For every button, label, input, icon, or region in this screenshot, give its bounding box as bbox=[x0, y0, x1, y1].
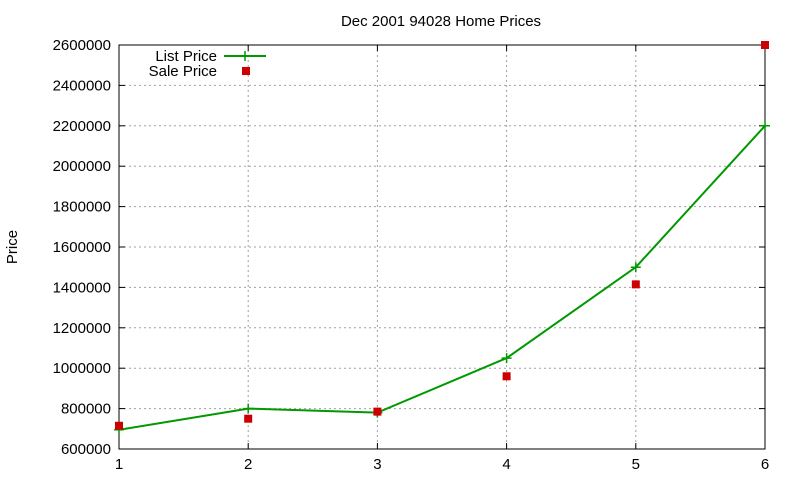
list-price-point bbox=[630, 262, 641, 273]
list-price-point bbox=[501, 353, 512, 364]
y-tick-label: 1200000 bbox=[53, 320, 111, 337]
chart-title: Dec 2001 94028 Home Prices bbox=[341, 13, 541, 30]
x-tick-label: 2 bbox=[244, 456, 252, 473]
y-tick-label: 2200000 bbox=[53, 118, 111, 135]
y-tick-label: 2000000 bbox=[53, 158, 111, 175]
list-price-point bbox=[760, 120, 770, 131]
y-tick-label: 2400000 bbox=[53, 77, 111, 94]
x-tick-label: 3 bbox=[373, 456, 381, 473]
list-price-point bbox=[243, 403, 254, 414]
sale-price-point bbox=[373, 407, 382, 416]
list-price-line bbox=[118, 125, 766, 431]
x-tick-label: 6 bbox=[761, 456, 769, 473]
grid bbox=[119, 45, 765, 449]
legend-label-sale-price: Sale Price bbox=[149, 63, 217, 80]
x-tick-label: 4 bbox=[502, 456, 510, 473]
axis-ticks: 600000 800000 1000000 1200000 1400000 1600000… bbox=[53, 37, 770, 473]
legend: List Price Sale Price bbox=[149, 48, 266, 80]
y-tick-label: 1600000 bbox=[53, 239, 111, 256]
sale-price-point bbox=[502, 372, 511, 381]
y-tick-label: 800000 bbox=[61, 401, 111, 418]
legend-label-list-price: List Price bbox=[155, 48, 217, 65]
x-tick-label: 1 bbox=[115, 456, 123, 473]
y-tick-label: 1800000 bbox=[53, 199, 111, 216]
sale-price-point bbox=[761, 41, 769, 49]
y-tick-label: 2600000 bbox=[53, 37, 111, 54]
sale-price-point bbox=[631, 280, 640, 289]
x-tick-label: 5 bbox=[632, 456, 640, 473]
sale-price-point bbox=[115, 421, 123, 430]
y-tick-label: 1000000 bbox=[53, 360, 111, 377]
sale-price-point bbox=[244, 414, 253, 423]
y-tick-label: 600000 bbox=[61, 441, 111, 458]
y-axis-label: Price bbox=[4, 230, 21, 264]
legend-plus-marker bbox=[240, 51, 250, 61]
series-group bbox=[114, 41, 770, 435]
y-tick-label: 1400000 bbox=[53, 279, 111, 296]
legend-square-marker bbox=[242, 67, 250, 75]
